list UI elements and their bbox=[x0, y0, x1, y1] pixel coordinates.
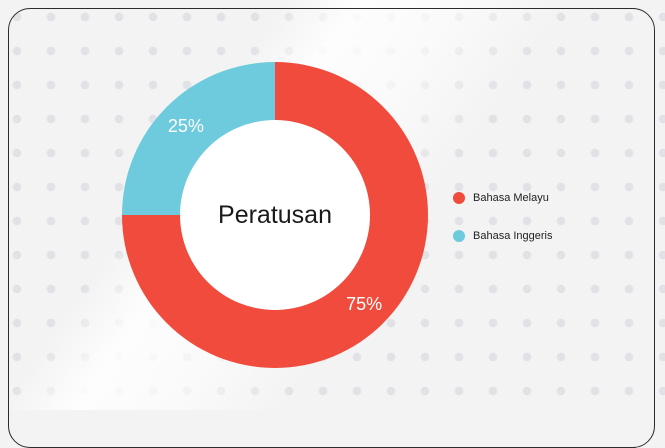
data-label: 25% bbox=[168, 116, 204, 136]
chart: Peratusan 75% 25% Bahasa Melayu Bahasa Ingg… bbox=[122, 62, 553, 368]
data-label: 75% bbox=[346, 294, 382, 314]
legend-marker bbox=[453, 230, 465, 242]
legend-label: Bahasa Inggeris bbox=[473, 230, 553, 242]
center-label: Peratusan bbox=[218, 201, 332, 229]
legend-marker bbox=[453, 192, 465, 204]
legend-label: Bahasa Melayu bbox=[473, 192, 549, 204]
donut-hole bbox=[180, 120, 370, 310]
